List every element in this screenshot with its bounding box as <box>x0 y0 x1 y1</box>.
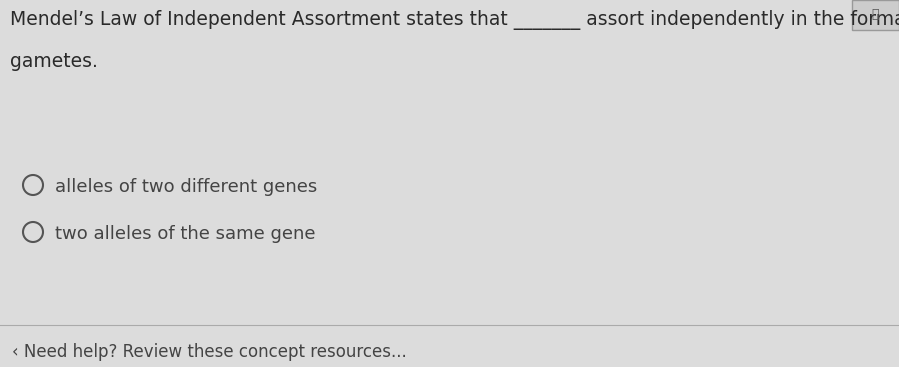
Text: two alleles of the same gene: two alleles of the same gene <box>55 225 316 243</box>
Text: Mendel’s Law of Independent Assortment states that _______ assort independently : Mendel’s Law of Independent Assortment s… <box>10 10 899 30</box>
Text: 》: 》 <box>872 8 879 22</box>
Text: alleles of two different genes: alleles of two different genes <box>55 178 317 196</box>
Text: gametes.: gametes. <box>10 52 98 71</box>
Text: ‹ Need help? Review these concept resources...: ‹ Need help? Review these concept resour… <box>12 343 406 361</box>
FancyBboxPatch shape <box>852 0 899 30</box>
